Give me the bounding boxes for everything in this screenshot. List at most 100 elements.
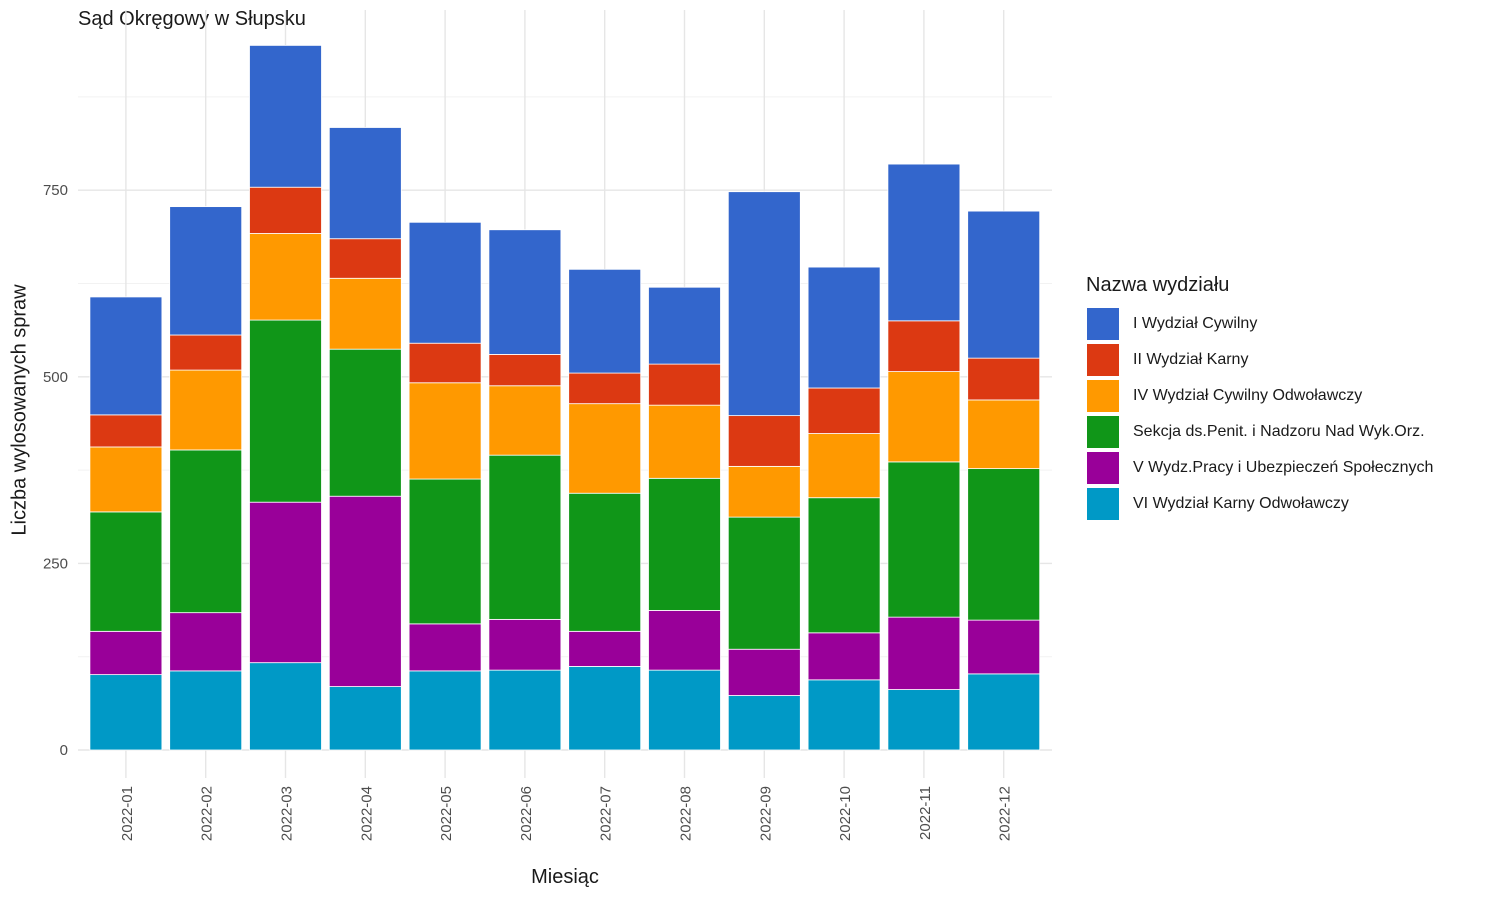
bar-segment [887, 320, 961, 372]
bar-segment [887, 163, 961, 322]
legend-title: Nazwa wydziału [1086, 274, 1230, 296]
bar-segment [328, 686, 402, 751]
bar-segment [727, 695, 801, 751]
bar-segment [488, 229, 562, 355]
x-tick-label: 2022-06 [518, 786, 535, 841]
x-tick-labels: 2022-01 2022-02 2022-03 2022-04 2022-05 2022-… [119, 786, 1014, 841]
legend-swatch [1086, 451, 1120, 485]
x-axis-title: Miesiąc [531, 866, 599, 888]
bar-segment [89, 296, 163, 416]
bar-segment [568, 403, 642, 494]
bar-segment [328, 277, 402, 350]
legend-item: Sekcja ds.Penit. i Nadzoru Nad Wyk.Orz. [1086, 414, 1433, 450]
bar-segment [89, 414, 163, 448]
bar-segment [328, 348, 402, 497]
x-tick-label: 2022-05 [438, 786, 455, 841]
bar-segment [807, 433, 881, 499]
bar-segment [967, 673, 1041, 751]
y-tick-label: 500 [43, 369, 68, 386]
bar-segment [249, 186, 322, 234]
bar-segment [488, 669, 562, 751]
bar-segment [89, 674, 163, 751]
bar-segment [727, 465, 801, 518]
bar-segment [249, 501, 322, 664]
bar-segment [727, 415, 801, 467]
legend-item: II Wydział Karny [1086, 342, 1433, 378]
bar-segment [648, 477, 721, 611]
legend-label: IV Wydział Cywilny Odwoławczy [1133, 387, 1363, 404]
bar-segment [249, 662, 322, 751]
bar-segment [568, 630, 642, 667]
bar-segment [648, 669, 721, 751]
bar-segment [967, 619, 1041, 675]
bar-segment [408, 342, 482, 384]
bar-segment [727, 648, 801, 696]
bar-segment [568, 492, 642, 632]
bar-segment [408, 478, 482, 625]
bar-segment [887, 616, 961, 690]
legend-swatch [1086, 379, 1120, 413]
legend-label: VI Wydział Karny Odwoławczy [1133, 495, 1349, 512]
x-tick-label: 2022-04 [358, 786, 375, 841]
bar-segment [169, 612, 243, 672]
bar-segment [568, 666, 642, 751]
legend-swatch [1086, 487, 1120, 521]
bar-segment [249, 319, 322, 503]
legend-item: IV Wydział Cywilny Odwoławczy [1086, 378, 1433, 414]
bar-segment [89, 511, 163, 632]
bar-segment [887, 371, 961, 463]
x-tick-label: 2022-07 [598, 786, 615, 841]
bar-segment [408, 382, 482, 480]
bar-segment [807, 632, 881, 681]
bar-segment [967, 210, 1041, 359]
bar-segment [648, 286, 721, 365]
legend-swatch [1086, 343, 1120, 377]
bar-segment [807, 387, 881, 434]
bar-segment [648, 610, 721, 671]
legend-label: I Wydział Cywilny [1133, 315, 1258, 332]
x-tick-label: 2022-02 [199, 786, 216, 841]
legend-item: VI Wydział Karny Odwoławczy [1086, 486, 1433, 522]
bar-segment [169, 449, 243, 614]
bar-segment [169, 369, 243, 451]
bar-segment [568, 372, 642, 405]
legend-item: V Wydz.Pracy i Ubezpieczeń Społecznych [1086, 450, 1433, 486]
bar-segment [807, 679, 881, 751]
legend: Nazwa wydziału I Wydział Cywilny II Wydzi… [1086, 274, 1433, 522]
bar-segment [887, 461, 961, 618]
x-tick-label: 2022-03 [279, 786, 296, 841]
bar-segment [807, 497, 881, 634]
bar-segment [89, 446, 163, 513]
bar-segment [408, 670, 482, 751]
bar-segment [408, 623, 482, 672]
x-tick-label: 2022-09 [757, 786, 774, 841]
x-tick-label: 2022-08 [678, 786, 695, 841]
legend-label: II Wydział Karny [1133, 351, 1249, 368]
x-tick-label: 2022-11 [917, 786, 934, 840]
y-tick-labels: 0 250 500 750 [43, 182, 68, 759]
bar-segment [408, 221, 482, 344]
bar-segment [648, 363, 721, 406]
bar-segment [328, 127, 402, 240]
x-tick-label: 2022-12 [997, 786, 1014, 841]
bar-segment [727, 191, 801, 417]
bar-segment [488, 618, 562, 671]
bar-segment [887, 689, 961, 751]
bar-segment [488, 354, 562, 387]
y-tick-label: 0 [60, 742, 68, 759]
x-tick-label: 2022-10 [837, 786, 854, 841]
bar-segment [488, 454, 562, 620]
bar-segment [169, 334, 243, 371]
chart-title: Sąd Okręgowy w Słupsku [78, 8, 306, 30]
bar-segment [967, 399, 1041, 470]
bar-segment [967, 468, 1041, 621]
x-tick-label: 2022-01 [119, 786, 136, 841]
bars [89, 44, 1041, 751]
bar-segment [488, 385, 562, 456]
legend-item: I Wydział Cywilny [1086, 306, 1433, 342]
legend-swatch [1086, 307, 1120, 341]
bar-segment [807, 266, 881, 389]
bar-segment [249, 44, 322, 188]
